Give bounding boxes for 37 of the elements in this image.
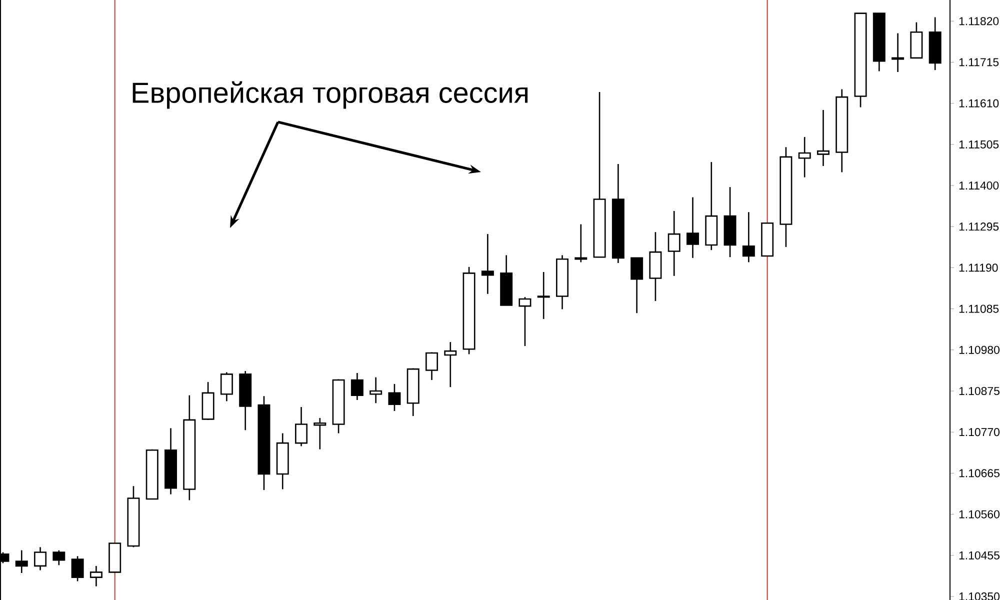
candlestick [742,211,755,263]
candlestick [314,417,326,450]
candlestick [220,372,233,402]
candlestick [686,196,699,259]
y-tick-label: 1.10665 [959,469,1000,478]
candlestick [630,257,644,314]
candlestick [295,406,308,447]
y-tick-label: 1.10770 [959,428,1000,436]
candlestick [537,271,550,320]
y-tick-label: 1.10560 [959,510,1000,518]
candlestick [444,341,457,388]
candlestick [481,233,494,295]
y-tick-label: 1.11715 [959,58,999,66]
candlestick [668,210,680,277]
candlestick [71,556,84,582]
candlestick [388,383,401,412]
y-tick-label: 1.11190 [959,264,998,272]
annotation: Европейская торговая сессия [132,81,528,109]
candlestick [518,296,532,347]
candlestick [370,376,382,404]
candlestick [350,372,364,401]
y-tick-label: 1.11400 [959,181,999,190]
y-tick-label: 1.11610 [959,99,999,108]
candlestick [798,136,811,178]
y-tick-label: 1.10455 [959,551,1000,560]
y-tick-label: 1.10980 [959,346,1000,354]
candlestick [817,109,830,167]
candlestick [15,550,28,574]
candlestick [90,565,102,587]
y-tick-label: 1.11085 [959,304,999,313]
candlestick [34,546,47,571]
candlestick [52,550,66,566]
y-tick-label: 1.11295 [959,222,999,231]
y-tick-label: 1.10875 [959,386,1000,396]
y-tick-label: 1.11505 [959,140,999,148]
y-tick-label: 1.11820 [959,17,999,26]
candlestick [426,352,438,381]
